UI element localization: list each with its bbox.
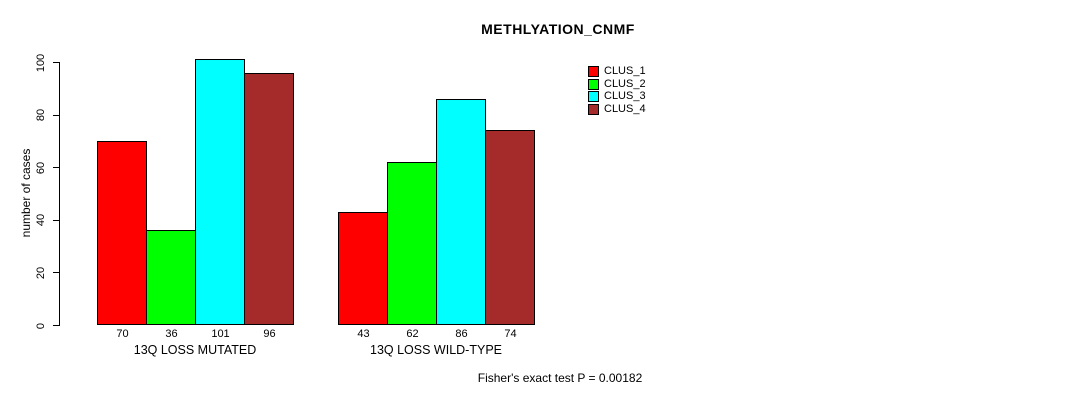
bar-value-label: 43 (357, 328, 370, 340)
y-tick-mark (53, 62, 59, 63)
y-tick-mark (53, 114, 59, 116)
y-tick-label: 100 (35, 53, 47, 72)
y-tick-label: 60 (35, 161, 47, 174)
legend-swatch-icon (588, 78, 599, 90)
legend-label: CLUS_4 (604, 103, 646, 116)
bar-value-label: 96 (263, 328, 276, 340)
bar-clus_4-group1 (244, 73, 294, 325)
bar-clus_4-group2 (485, 130, 535, 325)
chart-title: METHLYATION_CNMF (481, 21, 635, 37)
y-tick-label: 80 (35, 108, 47, 122)
legend-swatch-icon (588, 104, 599, 116)
bar-clus_3-group2 (436, 99, 486, 325)
y-tick-mark (53, 219, 59, 221)
bar-value-label: 62 (406, 328, 419, 340)
bar-clus_2-group1 (146, 230, 196, 325)
legend-label: CLUS_1 (604, 65, 646, 77)
legend-swatch-icon (588, 66, 599, 77)
legend-swatch-icon (588, 91, 599, 103)
y-tick-mark (53, 272, 59, 274)
bar-value-label: 70 (116, 328, 129, 340)
y-tick-label: 0 (35, 322, 47, 329)
y-tick-label: 40 (35, 214, 47, 227)
category-label: 13Q LOSS WILD-TYPE (370, 343, 502, 357)
y-axis-line (59, 62, 60, 326)
legend-label: CLUS_2 (604, 77, 646, 90)
y-tick-mark (53, 325, 59, 326)
y-tick-label: 20 (35, 266, 47, 280)
bar-clus_1-group1 (97, 141, 147, 325)
bar-value-label: 36 (165, 328, 178, 340)
bar-value-label: 86 (455, 328, 468, 340)
caption: Fisher's exact test P = 0.00182 (477, 371, 643, 385)
bar-clus_3-group1 (195, 59, 245, 325)
bar-clus_1-group2 (338, 212, 388, 325)
legend-label: CLUS_3 (604, 90, 646, 103)
y-tick-mark (53, 167, 59, 169)
y-axis-label: number of cases (19, 148, 33, 238)
bar-value-label: 74 (504, 328, 517, 340)
bar-value-label: 101 (211, 328, 230, 340)
category-label: 13Q LOSS MUTATED (133, 343, 257, 357)
bar-clus_2-group2 (387, 162, 437, 325)
